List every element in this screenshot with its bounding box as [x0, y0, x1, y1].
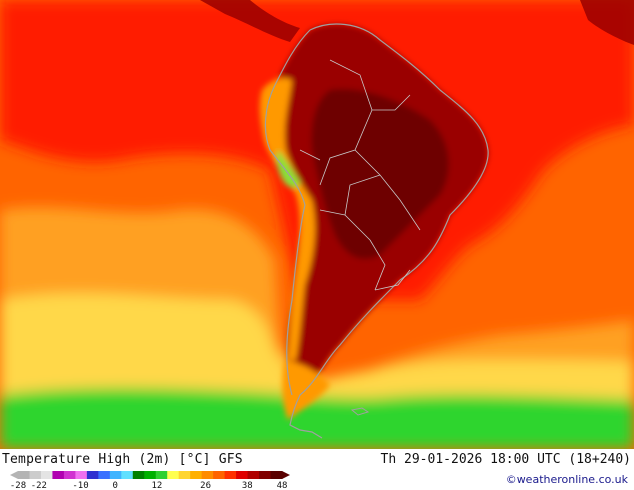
andes-highland [259, 78, 316, 360]
map-title: Temperature High (2m) [°C] GFS [2, 452, 243, 467]
temperature-map [0, 0, 634, 449]
legend-tick-label: 48 [277, 481, 288, 489]
legend-tick-labels: -28 -22 -10 0 12 26 38 48 [10, 481, 288, 489]
legend-swatch [98, 471, 111, 479]
legend-swatch [178, 471, 191, 479]
legend-tick-label: -22 [31, 481, 47, 489]
valid-time: Th 29-01-2026 18:00 UTC (18+240) [380, 452, 631, 467]
andes-cold-patch [276, 150, 300, 188]
land-core-hot [311, 89, 449, 259]
national-borders [299, 59, 421, 291]
land-west-africa [580, 0, 634, 45]
legend-swatch [63, 471, 76, 479]
legend-tick-label: -28 [10, 481, 26, 489]
legend-swatch [52, 471, 65, 479]
legend-swatch [75, 471, 88, 479]
legend-swatch [144, 471, 157, 479]
legend-swatch [236, 471, 249, 479]
falkland-islands [350, 407, 370, 416]
legend-color-bar [10, 471, 290, 479]
legend-tick-label: 0 [113, 481, 118, 489]
legend-left-arrow [10, 471, 18, 479]
legend-swatch [18, 471, 30, 479]
legend-swatch [29, 471, 42, 479]
legend-tick-label: 26 [200, 481, 211, 489]
legend-tick-label: 12 [152, 481, 163, 489]
legend-swatch [167, 471, 180, 479]
color-legend: -28 -22 -10 0 12 26 38 48 [10, 471, 290, 489]
legend-tick-label: -10 [72, 481, 88, 489]
credit-link[interactable]: ©weatheronline.co.uk [505, 473, 628, 486]
ocean-cold-band [0, 388, 634, 449]
land-central-america [200, 0, 300, 42]
coastline [264, 23, 489, 439]
legend-swatch [224, 471, 237, 479]
legend-swatch [190, 471, 203, 479]
legend-swatch [109, 471, 122, 479]
legend-swatch [270, 471, 283, 479]
legend-swatch [201, 471, 214, 479]
legend-swatch [86, 471, 99, 479]
legend-swatch [213, 471, 226, 479]
legend-tick-label: 38 [242, 481, 253, 489]
legend-swatch [121, 471, 134, 479]
legend-right-arrow [282, 471, 290, 479]
legend-swatch [132, 471, 145, 479]
legend-swatch [259, 471, 272, 479]
legend-swatch [247, 471, 260, 479]
legend-swatch [40, 471, 53, 479]
legend-swatch [155, 471, 168, 479]
map-footer: Temperature High (2m) [°C] GFS Th 29-01-… [0, 449, 634, 490]
